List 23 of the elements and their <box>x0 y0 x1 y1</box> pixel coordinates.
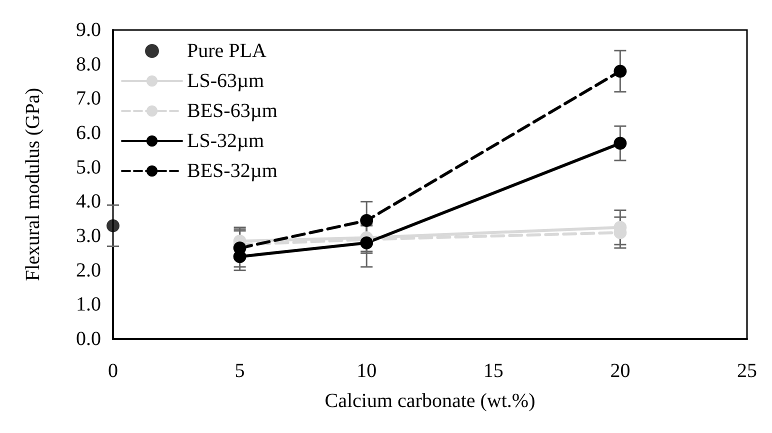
legend-label: LS-63µm <box>187 70 265 92</box>
x-tick-label: 15 <box>483 360 504 382</box>
y-tick-label: 7.0 <box>76 88 101 110</box>
y-axis-title: Flexural modulus (GPa) <box>22 88 44 282</box>
y-tick-label: 9.0 <box>76 19 101 41</box>
legend-label: Pure PLA <box>187 40 267 62</box>
x-axis-title: Calcium carbonate (wt.%) <box>324 390 536 412</box>
y-tick-label: 2.0 <box>76 259 101 282</box>
x-tick-label: 5 <box>234 360 245 382</box>
legend-label: LS-32µm <box>187 130 265 152</box>
y-tick-label: 1.0 <box>76 294 101 316</box>
y-tick-label: 5.0 <box>76 156 101 178</box>
y-tick-label: 8.0 <box>76 53 101 76</box>
y-tick-label: 3.0 <box>76 225 101 247</box>
x-tick-label: 10 <box>356 360 377 382</box>
x-tick-label: 20 <box>610 360 630 382</box>
x-tick-label: 25 <box>737 360 757 382</box>
y-tick-label: 6.0 <box>76 122 101 144</box>
x-tick-label: 0 <box>108 360 118 382</box>
legend-label: BES-32µm <box>187 160 278 182</box>
y-tick-label: 4.0 <box>76 190 101 213</box>
legend-label: BES-63µm <box>187 100 278 122</box>
y-tick-label: 0.0 <box>76 328 101 350</box>
